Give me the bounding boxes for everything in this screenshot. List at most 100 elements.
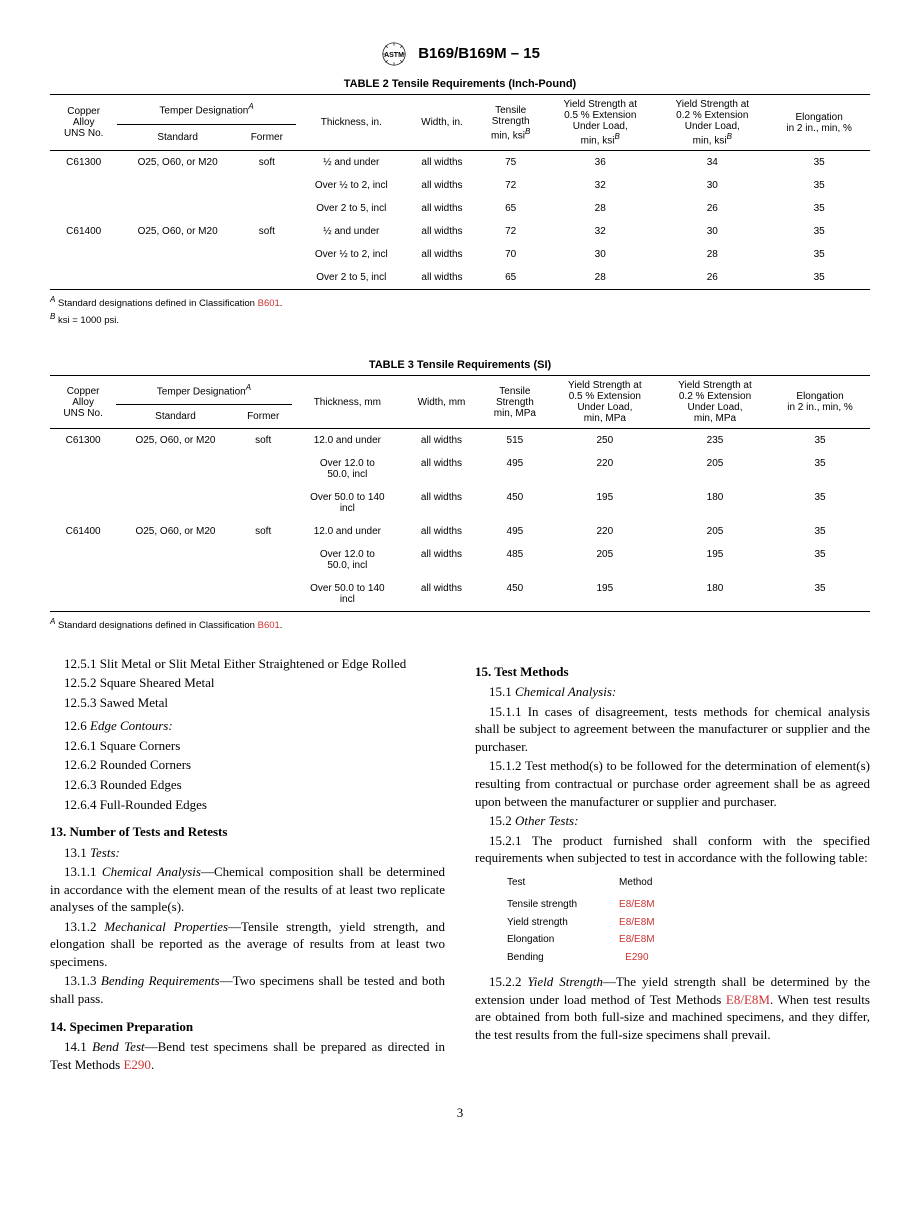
method-link: E8/E8M [619,897,695,913]
method-link: E8/E8M [619,932,695,948]
table-cell: 35 [770,543,870,577]
table-cell [117,197,238,220]
designation-text: B169/B169M – 15 [418,45,540,62]
table-cell [238,266,296,290]
table-cell [117,266,238,290]
method-test: Elongation [507,932,617,948]
th-yield02: Yield Strength at 0.2 % Extension Under … [656,95,768,151]
table-cell [50,243,117,266]
th-width: Width, in. [407,95,477,151]
table-cell: 220 [550,452,660,486]
table-cell: 72 [477,174,544,197]
table-cell: 34 [656,151,768,175]
th-elongation: Elongation in 2 in., min, % [770,376,870,429]
table-cell: O25, O60, or M20 [117,151,238,175]
table-cell: 35 [768,243,870,266]
method-test: Yield strength [507,915,617,931]
para-12-6-2: 12.6.2 Rounded Corners [50,756,445,774]
th-width: Width, mm [403,376,480,429]
table-cell: O25, O60, or M20 [116,520,234,543]
th-former: Former [238,125,296,151]
table3: Copper Alloy UNS No. Temper DesignationA… [50,375,870,612]
th-elongation: Elongation in 2 in., min, % [768,95,870,151]
table-cell: 495 [480,520,550,543]
table-cell [50,543,116,577]
th-yield05: Yield Strength at 0.5 % Extension Under … [550,376,660,429]
table-cell: 250 [550,429,660,453]
section-15: 15. Test Methods [475,663,870,681]
table-row: Over 12.0 to 50.0, inclall widths4852051… [50,543,870,577]
para-15-2-1: 15.2.1 The product furnished shall confo… [475,832,870,867]
table-cell: 205 [550,543,660,577]
table3-title: TABLE 3 Tensile Requirements (SI) [50,359,870,371]
para-15-1: 15.1 Chemical Analysis: [475,683,870,701]
table-cell: 35 [770,452,870,486]
table-cell [116,577,234,612]
table-cell: 30 [656,220,768,243]
table-row: Over ½ to 2, inclall widths72323035 [50,174,870,197]
th-standard: Standard [117,125,238,151]
table-row: Over 12.0 to 50.0, inclall widths4952202… [50,452,870,486]
table-cell: Over 2 to 5, incl [296,266,407,290]
table-cell: 220 [550,520,660,543]
th-tensile: Tensile Strength min, MPa [480,376,550,429]
th-former: Former [235,404,292,428]
th-standard: Standard [116,404,234,428]
table-cell: 35 [768,151,870,175]
para-15-1-2: 15.1.2 Test method(s) to be followed for… [475,757,870,810]
table-cell [238,243,296,266]
th-copper-alloy: Copper Alloy UNS No. [50,376,116,429]
table-row: Over 2 to 5, inclall widths65282635 [50,266,870,290]
left-column: 12.5.1 Slit Metal or Slit Metal Either S… [50,653,445,1075]
page-header: ASTM B169/B169M – 15 [50,40,870,68]
table2-footnotes: A Standard designations defined in Class… [50,294,870,327]
table-cell: 65 [477,197,544,220]
para-13-1: 13.1 Tests: [50,844,445,862]
astm-logo-icon: ASTM [380,40,408,68]
table-cell [50,577,116,612]
para-15-2-2: 15.2.2 Yield Strength—The yield strength… [475,973,870,1043]
table-cell: C61300 [50,151,117,175]
table-cell: soft [238,151,296,175]
table-cell: 35 [768,266,870,290]
para-14-1: 14.1 Bend Test—Bend test specimens shall… [50,1038,445,1073]
table-cell: O25, O60, or M20 [116,429,234,453]
table-row: C61300O25, O60, or M20soft½ and underall… [50,151,870,175]
th-yield02: Yield Strength at 0.2 % Extension Under … [660,376,770,429]
para-12-6-4: 12.6.4 Full-Rounded Edges [50,796,445,814]
table-cell: 35 [768,174,870,197]
table-cell: 32 [544,174,656,197]
table-cell: ½ and under [296,220,407,243]
table-cell: 26 [656,197,768,220]
table-cell: 65 [477,266,544,290]
table-cell [238,197,296,220]
table-cell [117,243,238,266]
table-cell: 450 [480,577,550,612]
th-temper: Temper DesignationA [116,376,291,405]
table-cell: 12.0 and under [292,429,403,453]
table-cell: 36 [544,151,656,175]
table-cell: all widths [407,243,477,266]
table-cell [235,543,292,577]
table-cell: 35 [770,486,870,520]
table-cell: 35 [770,429,870,453]
table-cell: 195 [550,486,660,520]
table-cell: all widths [407,151,477,175]
para-12-6-3: 12.6.3 Rounded Edges [50,776,445,794]
table-cell: 75 [477,151,544,175]
svg-text:ASTM: ASTM [384,52,404,59]
table-cell: all widths [403,543,480,577]
table-cell [50,197,117,220]
body-columns: 12.5.1 Slit Metal or Slit Metal Either S… [50,653,870,1075]
table-row: C61400O25, O60, or M20soft½ and underall… [50,220,870,243]
table-cell: 35 [770,520,870,543]
para-12-5-2: 12.5.2 Square Sheared Metal [50,674,445,692]
table-cell: 70 [477,243,544,266]
th-tensile: Tensile Strength min, ksiB [477,95,544,151]
table-cell: 28 [544,197,656,220]
para-13-1-1: 13.1.1 Chemical Analysis—Chemical compos… [50,863,445,916]
methods-head-method: Method [619,875,695,896]
table-cell: Over 12.0 to 50.0, incl [292,452,403,486]
table-cell: 12.0 and under [292,520,403,543]
para-15-1-1: 15.1.1 In cases of disagreement, tests m… [475,703,870,756]
